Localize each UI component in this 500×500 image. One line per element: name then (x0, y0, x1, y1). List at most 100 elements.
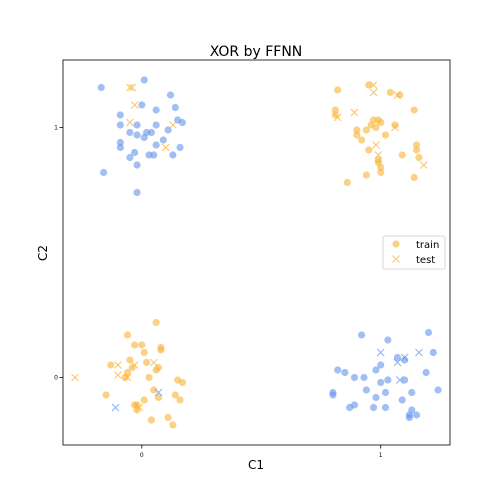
test-point (149, 358, 158, 367)
train-point (152, 106, 160, 114)
train-point (107, 361, 115, 369)
train-point (360, 373, 368, 382)
train-point (410, 173, 418, 182)
chart-title: XOR by FFNN (210, 44, 303, 60)
test-point (415, 348, 423, 357)
legend: train test (382, 235, 446, 270)
train-point (401, 376, 409, 384)
train-point (365, 81, 373, 89)
train-point (372, 123, 380, 132)
axis-ticks: 0 1 0 1 (54, 125, 383, 460)
train-point (116, 143, 124, 152)
train-point (154, 393, 163, 402)
train-point (386, 88, 394, 97)
train-point (123, 331, 132, 339)
test-point (161, 143, 170, 152)
train-point (353, 131, 361, 139)
train-point (377, 168, 385, 177)
train-point (424, 328, 433, 337)
train-point (329, 391, 337, 399)
test-point (128, 83, 137, 92)
train-point (343, 178, 351, 187)
train-point (331, 106, 339, 114)
train-point (147, 416, 155, 424)
train-point (346, 403, 354, 412)
train-point (396, 91, 404, 99)
train-point (131, 341, 139, 349)
train-point (176, 143, 184, 152)
train-point (133, 188, 141, 197)
train-point (157, 346, 165, 354)
test-point (169, 121, 177, 129)
train-point (405, 413, 413, 422)
test-point (114, 361, 122, 369)
test-point (391, 123, 399, 132)
train-point (412, 141, 421, 149)
train-point (334, 366, 342, 374)
train-point (365, 146, 373, 154)
train-point (422, 368, 430, 377)
train-point (398, 396, 406, 404)
train-point (377, 378, 385, 387)
test-point (393, 358, 402, 367)
test-point (374, 151, 383, 159)
test-point (135, 403, 144, 412)
train-point (398, 151, 406, 159)
train-point (116, 138, 124, 147)
train-point (410, 106, 418, 114)
x-axis-label: C1 (248, 458, 264, 472)
train-point (377, 163, 385, 172)
train-point (377, 118, 385, 127)
y-tick-label: 0 (54, 375, 58, 382)
train-point (164, 413, 172, 422)
y-tick-label: 1 (54, 125, 58, 132)
train-point (358, 331, 366, 339)
x-tick-label: 0 (140, 452, 144, 459)
train-point (377, 361, 385, 369)
train-point (152, 318, 160, 327)
x-tick-label: 1 (379, 452, 383, 459)
train-point (145, 373, 153, 382)
test-point (71, 373, 79, 382)
test-point (333, 113, 342, 122)
train-point (150, 151, 158, 159)
train-point (412, 411, 421, 419)
train-point (126, 153, 134, 162)
train-point (171, 103, 179, 112)
test-point (419, 161, 428, 169)
test-point (126, 118, 134, 127)
test-point (372, 141, 380, 149)
train-point (341, 368, 349, 377)
train-point (381, 131, 390, 139)
train-point (353, 126, 361, 134)
train-point (140, 396, 148, 404)
train-point (138, 341, 146, 349)
test-point (130, 101, 139, 109)
train-point (381, 403, 390, 412)
train-point (372, 366, 380, 374)
test-point (393, 91, 402, 99)
train-point (171, 391, 179, 399)
train-point (169, 151, 177, 159)
train-point (116, 111, 124, 119)
test-point (114, 371, 122, 379)
train-point (133, 121, 141, 129)
legend-train-marker (392, 240, 400, 248)
test-point (369, 81, 378, 89)
train-point (133, 161, 141, 169)
train-point (102, 391, 110, 399)
train-point (334, 86, 342, 94)
train-point (100, 168, 108, 177)
train-point (384, 336, 392, 344)
train-point (362, 386, 370, 394)
train-point (116, 121, 124, 129)
train-point (143, 358, 151, 367)
train-point (133, 131, 141, 139)
test-point (126, 83, 134, 92)
train-point (166, 91, 175, 99)
train-point (434, 386, 442, 394)
train-point (131, 148, 139, 157)
test-point (154, 388, 163, 397)
train-point (150, 386, 158, 394)
train-point (138, 101, 146, 109)
